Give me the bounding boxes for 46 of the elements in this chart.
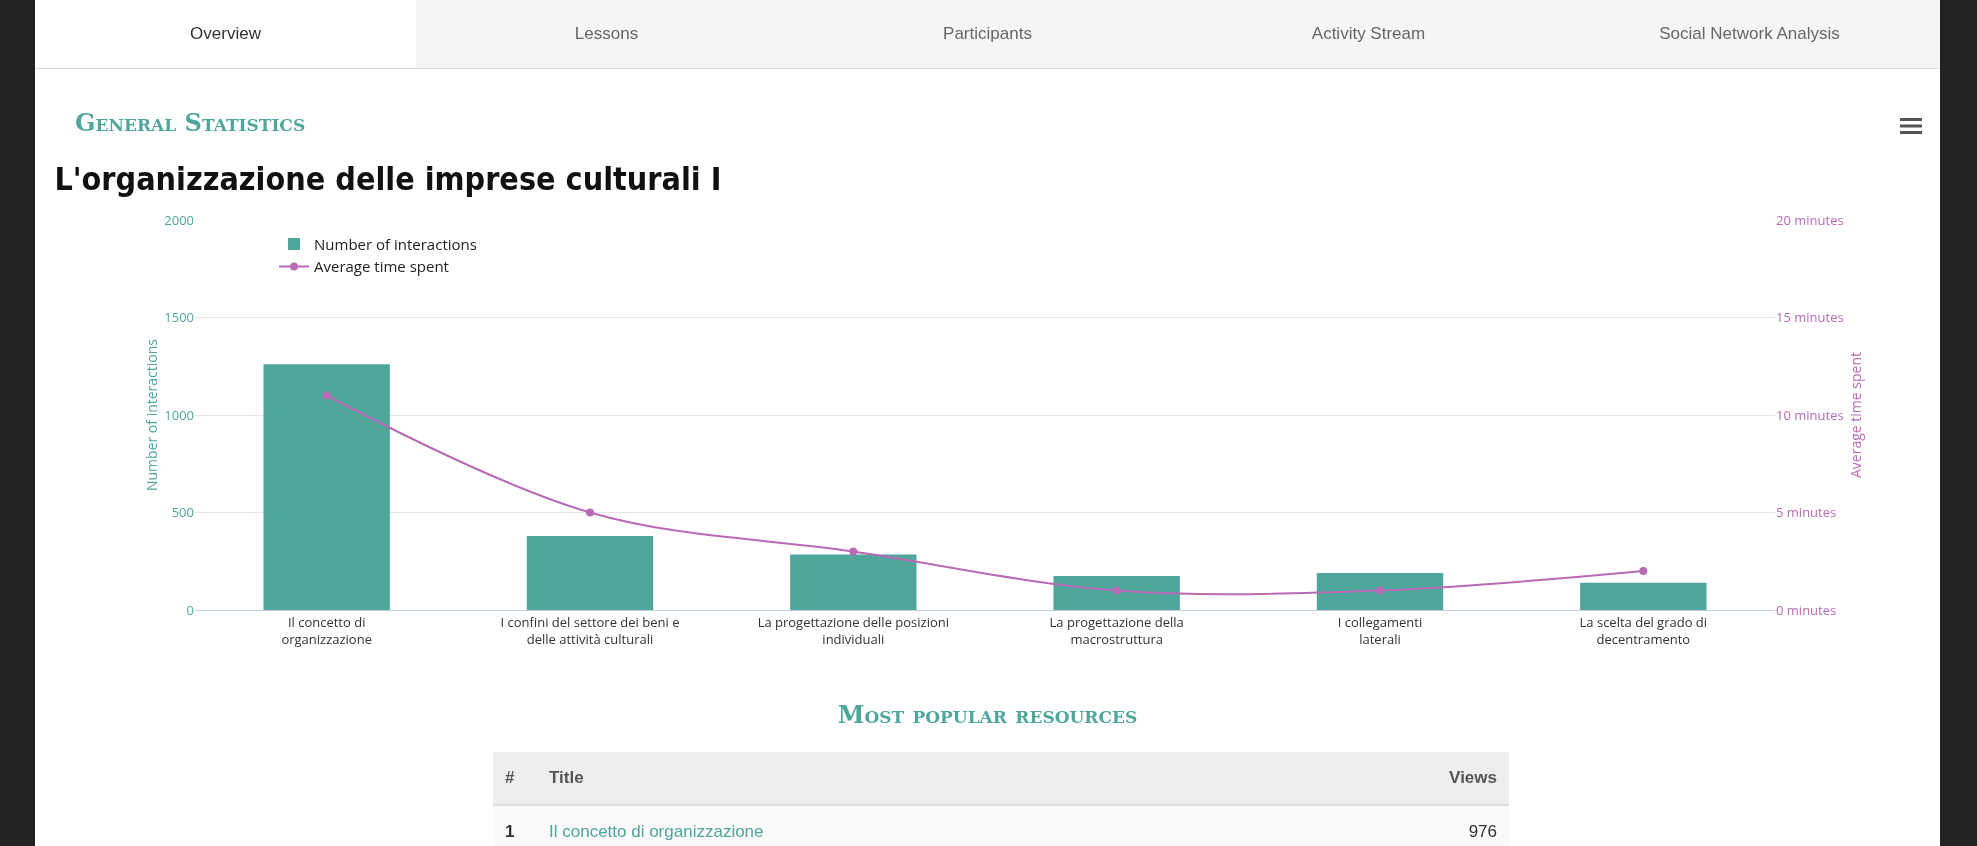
text: 1 <box>493 805 537 846</box>
y2-axis-title: Average time spent <box>1845 352 1865 478</box>
y2-tick-label: 0 minutes <box>1776 600 1837 619</box>
text: Lessons <box>573 23 640 45</box>
text: Activity Stream <box>1310 23 1427 45</box>
x-tick-label: La scelta del grado di decentramento <box>1579 612 1708 648</box>
point <box>586 508 594 517</box>
bar <box>790 554 917 610</box>
y2-tick-label: 15 minutes <box>1776 308 1844 327</box>
y-axis-title: Number of interactions <box>142 338 161 492</box>
x-tick-label: I collegamenti laterali <box>1337 612 1423 648</box>
bar <box>263 364 390 610</box>
text: Il concetto di organizzazione <box>537 805 1284 846</box>
y2-tick-label: 10 minutes <box>1776 405 1844 424</box>
bar <box>1580 582 1707 610</box>
y-tick-label: 0 <box>186 600 194 619</box>
x-tick-label: La progettazione delle posizioni individuali <box>757 612 950 648</box>
text: Views <box>1283 752 1509 805</box>
legend-label: Number of interactions <box>314 233 477 254</box>
text: Participants <box>942 23 1033 45</box>
point <box>849 547 858 556</box>
y-tick-label: 500 <box>171 503 194 522</box>
text: Most popular resources <box>836 700 1139 729</box>
chart-title: L'organizzazione delle imprese culturali I <box>54 160 722 199</box>
point <box>322 391 331 400</box>
text: Social Network Analysis <box>1658 23 1841 45</box>
y2-tick-label: 5 minutes <box>1776 503 1837 522</box>
text: Title <box>537 752 1284 805</box>
text: 976 <box>1283 805 1509 846</box>
y-tick-label: 2000 <box>164 210 194 229</box>
bar <box>526 535 654 610</box>
x-tick-label: La progettazione della macrostruttura <box>1049 612 1184 648</box>
text: General Statistics <box>75 108 306 137</box>
y2-tick-label: 20 minutes <box>1776 210 1844 229</box>
text: Overview <box>35 0 416 68</box>
bar <box>1316 572 1444 610</box>
point <box>1112 586 1121 595</box>
text: # <box>493 752 537 805</box>
bar <box>1053 575 1180 610</box>
legend-label: Average time spent <box>314 256 449 277</box>
point <box>1639 567 1648 575</box>
x-tick-label: I confini del settore dei beni e delle attività culturali <box>500 612 680 648</box>
y-tick-label: 1000 <box>164 405 194 424</box>
y-tick-label: 1500 <box>164 308 194 327</box>
x-tick-label: Il concetto di organizzazione <box>281 612 372 648</box>
point <box>1376 586 1384 595</box>
